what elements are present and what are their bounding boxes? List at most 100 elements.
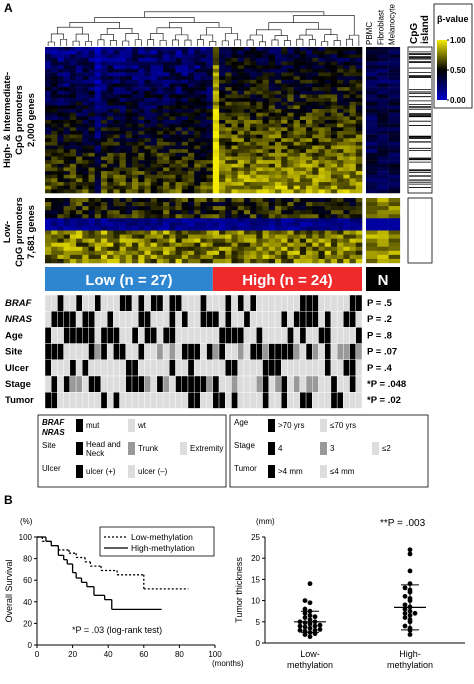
- heatmap-cell: [330, 226, 338, 231]
- heatmap-cell: [100, 94, 108, 99]
- heatmap-cell: [281, 123, 288, 128]
- heatmap-cell: [181, 167, 189, 172]
- heatmap-cell: [268, 65, 276, 70]
- heatmap-cell: [194, 242, 201, 248]
- heatmap-cell: [144, 101, 151, 106]
- heatmap-cell: [181, 218, 189, 223]
- track-cell: [312, 327, 319, 344]
- heatmap-cell: [125, 90, 133, 95]
- heatmap-cell: [237, 112, 245, 117]
- heatmap-cell: [107, 218, 114, 223]
- heatmap-cell: [138, 210, 145, 215]
- normal-cell: [366, 123, 378, 128]
- heatmap-cell: [318, 185, 326, 190]
- heatmap-cell: [132, 238, 139, 243]
- heatmap-cell: [337, 72, 344, 77]
- heatmap-cell: [268, 246, 276, 252]
- track-cell: [94, 327, 102, 344]
- legend-item-label: ulcer (+): [86, 467, 116, 476]
- track-cell: [63, 294, 71, 312]
- track-cell: [94, 359, 102, 377]
- heatmap-cell: [100, 141, 108, 146]
- heatmap-cell: [225, 226, 232, 231]
- heatmap-cell: [324, 116, 332, 121]
- heatmap-cell: [355, 101, 363, 106]
- heatmap-cell: [156, 226, 164, 231]
- heatmap-cell: [194, 120, 201, 124]
- heatmap-cell: [132, 57, 139, 62]
- heatmap-cell: [299, 72, 307, 77]
- heatmap-cell: [262, 141, 270, 146]
- heatmap-cell: [175, 54, 183, 59]
- normal-cell: [388, 109, 401, 113]
- heatmap-cell: [181, 189, 189, 194]
- heatmap-cell: [219, 206, 226, 211]
- heatmap-cell: [138, 182, 145, 186]
- normal-cell: [366, 47, 378, 51]
- heatmap-cell: [45, 242, 52, 248]
- heatmap-cell: [256, 242, 263, 248]
- heatmap-cell: [299, 242, 307, 248]
- track-cell: [100, 311, 108, 328]
- heatmap-cell: [287, 145, 294, 150]
- heatmap-cell: [343, 65, 350, 70]
- heatmap-cell: [163, 138, 170, 143]
- heatmap-cell: [349, 222, 357, 227]
- heatmap-cell: [219, 90, 226, 95]
- track-cell: [144, 359, 151, 377]
- heatmap-cell: [150, 234, 158, 239]
- track-cell: [299, 343, 307, 361]
- heatmap-cell: [324, 61, 332, 66]
- heatmap-cell: [287, 198, 294, 203]
- heatmap-cell: [107, 123, 114, 128]
- heatmap-cell: [69, 160, 77, 165]
- heatmap-cell: [156, 130, 164, 135]
- track-cell: [150, 359, 158, 377]
- heatmap-cell: [163, 116, 170, 121]
- normal-cell: [366, 189, 378, 194]
- heatmap-cell: [163, 98, 170, 103]
- track-cell: [324, 343, 332, 361]
- heatmap-cell: [138, 105, 145, 110]
- heatmap-cell: [262, 68, 270, 73]
- heatmap-cell: [355, 234, 363, 239]
- heatmap-cell: [318, 171, 326, 176]
- heatmap-cell: [51, 242, 58, 248]
- track-cell: [193, 343, 201, 361]
- normal-cell: [388, 138, 401, 143]
- heatmap-cell: [163, 149, 170, 154]
- heatmap-cell: [212, 198, 220, 203]
- heatmap-cell: [63, 138, 71, 143]
- heatmap-cell: [287, 246, 294, 252]
- heatmap-cell: [268, 101, 276, 106]
- heatmap-cell: [219, 174, 226, 179]
- dendrogram: [47, 11, 360, 46]
- heatmap-cell: [330, 68, 338, 73]
- heatmap-cell: [125, 254, 133, 260]
- track-cell: [237, 294, 245, 312]
- heatmap-cell: [268, 47, 276, 51]
- heatmap-cell: [256, 167, 263, 172]
- heatmap-cell: [57, 258, 64, 264]
- track-cell: [293, 392, 301, 409]
- heatmap-cell: [312, 72, 319, 77]
- heatmap-cell: [231, 254, 238, 260]
- heatmap-cell: [312, 163, 319, 168]
- heatmap-cell: [337, 222, 344, 227]
- heatmap-cell: [355, 167, 363, 172]
- heatmap-cell: [57, 202, 64, 207]
- heatmap-cell: [330, 178, 338, 183]
- legend-swatch: [76, 465, 83, 478]
- heatmap-cell: [200, 109, 207, 113]
- legend-item-label: Head and: [86, 440, 121, 449]
- heatmap-cell: [194, 61, 201, 66]
- heatmap-cell: [69, 130, 77, 135]
- heatmap-cell: [76, 72, 83, 77]
- heatmap-cell: [355, 72, 363, 77]
- heatmap-cell: [343, 234, 350, 239]
- heatmap-cell: [225, 134, 232, 139]
- heatmap-cell: [45, 250, 52, 256]
- heatmap-cell: [324, 254, 332, 260]
- heatmap-cell: [163, 210, 170, 215]
- heatmap-cell: [219, 47, 226, 51]
